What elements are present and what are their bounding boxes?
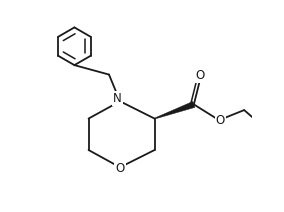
Text: O: O [115,162,125,175]
Text: O: O [195,69,205,82]
Text: N: N [113,92,122,105]
Text: O: O [216,114,225,127]
Polygon shape [154,102,195,119]
